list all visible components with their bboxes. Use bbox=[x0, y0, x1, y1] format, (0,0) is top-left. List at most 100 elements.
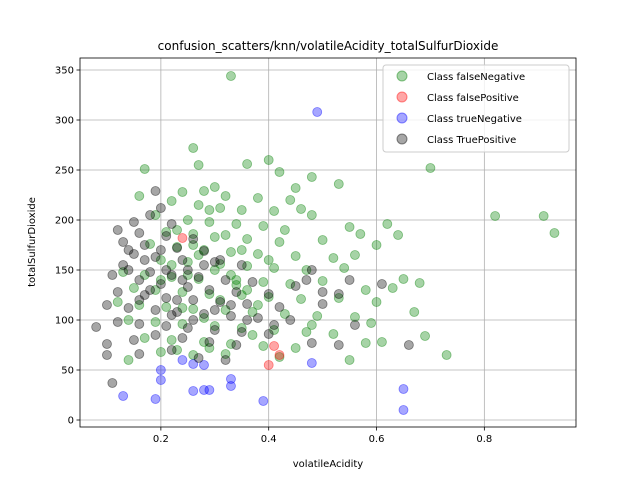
data-point bbox=[344, 355, 355, 365]
data-point bbox=[112, 297, 123, 307]
chart-title: confusion_scatters/knn/volatileAcidity_t… bbox=[158, 39, 499, 53]
data-point bbox=[150, 252, 161, 262]
data-point bbox=[139, 270, 150, 280]
data-point bbox=[145, 210, 155, 220]
data-point bbox=[226, 71, 236, 81]
data-point bbox=[328, 253, 339, 263]
data-point bbox=[123, 303, 134, 313]
data-point bbox=[150, 330, 161, 340]
y-tick-label: 100 bbox=[55, 316, 74, 327]
data-point bbox=[204, 217, 215, 227]
data-point bbox=[274, 237, 285, 247]
grid bbox=[80, 58, 576, 427]
data-point bbox=[188, 143, 199, 153]
data-point bbox=[350, 312, 360, 322]
data-point bbox=[317, 287, 328, 297]
data-point bbox=[274, 352, 285, 362]
data-point bbox=[296, 294, 306, 304]
data-point bbox=[166, 345, 177, 355]
data-point bbox=[306, 358, 317, 368]
data-point bbox=[387, 283, 398, 293]
data-point bbox=[199, 360, 209, 370]
data-point bbox=[490, 211, 501, 221]
data-point bbox=[226, 247, 236, 257]
data-point bbox=[199, 337, 209, 347]
data-point bbox=[166, 335, 177, 345]
plot-frame bbox=[79, 57, 577, 428]
data-point bbox=[155, 365, 166, 375]
data-point bbox=[155, 255, 166, 265]
data-point bbox=[188, 234, 199, 244]
legend-label-false-positive: Class falsePositive bbox=[427, 93, 519, 104]
data-point bbox=[166, 260, 177, 270]
data-point bbox=[199, 186, 209, 196]
data-point bbox=[193, 272, 204, 282]
data-point bbox=[377, 337, 387, 347]
data-point bbox=[360, 338, 371, 348]
data-point bbox=[355, 229, 366, 239]
data-point bbox=[366, 318, 377, 328]
data-point bbox=[188, 350, 199, 360]
data-point bbox=[247, 330, 258, 340]
data-point bbox=[123, 355, 134, 365]
data-point bbox=[344, 275, 355, 285]
data-point bbox=[333, 289, 344, 299]
data-point bbox=[231, 275, 242, 285]
data-point bbox=[193, 160, 204, 170]
x-tick-label: 0.8 bbox=[476, 434, 492, 445]
data-point bbox=[290, 183, 301, 193]
data-point bbox=[139, 290, 150, 300]
data-point bbox=[258, 221, 269, 231]
data-point bbox=[118, 237, 129, 247]
data-point bbox=[161, 302, 172, 312]
data-point bbox=[209, 182, 220, 192]
data-point bbox=[274, 167, 285, 177]
data-point bbox=[242, 159, 253, 169]
data-point bbox=[123, 265, 134, 275]
data-point bbox=[172, 242, 182, 252]
x-tick-label: 0.2 bbox=[153, 434, 169, 445]
data-point bbox=[129, 283, 139, 293]
data-point bbox=[263, 255, 274, 265]
data-point bbox=[150, 186, 161, 196]
data-point bbox=[253, 193, 263, 203]
data-point bbox=[306, 210, 317, 220]
data-point bbox=[188, 295, 199, 305]
y-axis-ticks: 0 50 100 150 200 250 300 350 bbox=[55, 66, 80, 427]
data-point bbox=[118, 391, 129, 401]
data-point bbox=[204, 343, 215, 353]
data-point bbox=[172, 345, 182, 355]
data-point bbox=[102, 339, 112, 349]
data-point bbox=[414, 278, 425, 288]
data-point bbox=[236, 205, 247, 215]
y-tick-label: 200 bbox=[55, 216, 74, 227]
data-point bbox=[134, 319, 145, 329]
data-point bbox=[139, 333, 150, 343]
data-point bbox=[193, 200, 204, 210]
data-point bbox=[290, 251, 301, 261]
data-point bbox=[166, 272, 177, 282]
data-point bbox=[145, 285, 155, 295]
data-point bbox=[538, 211, 549, 221]
data-point bbox=[199, 309, 209, 319]
data-point bbox=[204, 285, 215, 295]
data-point bbox=[161, 227, 172, 237]
data-point bbox=[193, 353, 204, 363]
data-point bbox=[177, 287, 188, 297]
data-point bbox=[102, 350, 112, 360]
data-point bbox=[350, 250, 360, 260]
data-point bbox=[258, 341, 269, 351]
data-point bbox=[134, 295, 145, 305]
data-point bbox=[409, 307, 420, 317]
data-point bbox=[371, 240, 382, 250]
data-point bbox=[155, 275, 166, 285]
data-point bbox=[166, 219, 177, 229]
data-point bbox=[339, 263, 350, 273]
legend-marker-true-negative bbox=[396, 112, 408, 124]
data-point bbox=[188, 315, 199, 325]
data-point bbox=[398, 384, 409, 394]
data-point bbox=[285, 195, 296, 205]
data-point bbox=[285, 279, 296, 289]
data-point bbox=[199, 385, 209, 395]
data-point bbox=[215, 255, 226, 265]
